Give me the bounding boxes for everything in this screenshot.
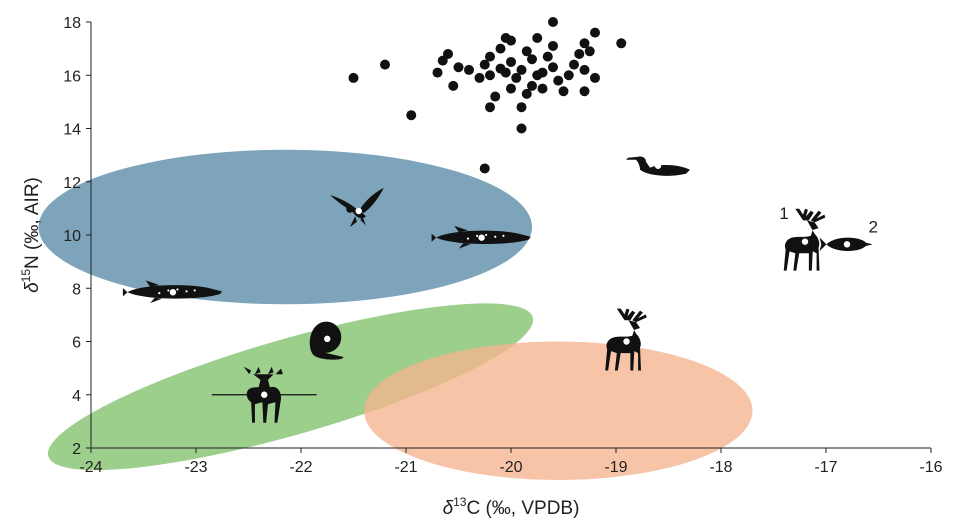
x-tick-label: -20 (499, 459, 522, 476)
x-tick-label: -16 (919, 459, 942, 476)
y-axis-title: δ15N (‰, AIR) (19, 177, 43, 293)
data-point (485, 70, 495, 81)
data-point (616, 38, 627, 49)
data-point (453, 62, 464, 73)
annotation-label-2: 2 (869, 217, 878, 236)
data-point (574, 48, 585, 59)
data-point (516, 102, 527, 113)
data-point (443, 48, 453, 59)
taxon-mean-marker (478, 234, 485, 241)
data-point (579, 64, 590, 75)
annotation-label-1: 1 (779, 204, 788, 223)
y-axis-title-pre: δ (22, 282, 43, 293)
data-point (548, 62, 558, 73)
y-tick-label: 18 (63, 15, 81, 32)
y-tick-label: 10 (63, 228, 81, 245)
data-point (590, 72, 600, 83)
data-point (558, 86, 569, 97)
data-point (511, 72, 522, 83)
taxon-mean-marker (623, 338, 630, 345)
region-ellipse-0 (38, 149, 532, 305)
data-point (548, 17, 558, 27)
data-point (380, 59, 390, 70)
data-point (590, 27, 600, 38)
data-point (516, 123, 527, 134)
data-point (527, 80, 537, 91)
taxa-silhouettes (122, 156, 873, 423)
y-axis-title-post: N (‰, AIR) (22, 177, 43, 269)
data-point (579, 38, 590, 49)
taxon-mean-marker (169, 289, 177, 296)
data-point (474, 72, 485, 83)
data-point (432, 67, 443, 78)
taxon-mean-marker (843, 241, 851, 248)
data-point (584, 46, 595, 57)
y-tick-label: 2 (72, 441, 81, 458)
x-axis-title: δ13C (‰, VPDB) (443, 495, 580, 519)
x-tick-label: -19 (604, 459, 627, 476)
y-tick-label: 4 (72, 388, 81, 405)
data-point (479, 163, 490, 174)
data-point (563, 70, 574, 81)
taxon-mean-marker (261, 391, 268, 398)
data-point (537, 67, 548, 78)
axes: -24 -23 -22 -21 -20 -19 -18 -17 -162468101214161… (63, 15, 942, 476)
x-tick-label: -24 (79, 459, 102, 476)
data-point (506, 56, 516, 67)
data-point (542, 51, 553, 62)
data-point (348, 72, 359, 83)
x-tick-label: -17 (814, 459, 837, 476)
data-point (495, 43, 506, 54)
annotations: 12 (779, 204, 878, 236)
data-point (406, 110, 417, 121)
data-point (485, 102, 495, 113)
region-ellipse-1 (47, 303, 534, 471)
x-axis-title-sup: 13 (453, 495, 467, 509)
data-point (500, 67, 511, 78)
data-point (553, 75, 564, 86)
taxon-mean-marker (801, 238, 809, 245)
data-point (516, 64, 527, 75)
data-points (348, 17, 627, 174)
data-point (506, 35, 516, 46)
x-tick-label: -23 (184, 459, 207, 476)
x-tick-label: -21 (394, 459, 417, 476)
data-point (527, 54, 537, 65)
taxon-mean-marker (324, 335, 331, 343)
y-tick-label: 14 (63, 122, 81, 139)
data-point (521, 88, 532, 99)
y-tick-label: 16 (63, 68, 81, 85)
data-point (490, 91, 501, 102)
data-point (532, 32, 543, 43)
x-tick-label: -18 (709, 459, 732, 476)
x-axis-title-pre: δ (443, 498, 454, 519)
data-point (537, 83, 548, 94)
data-point (548, 40, 558, 51)
y-tick-label: 6 (72, 335, 81, 352)
y-tick-label: 8 (72, 281, 81, 298)
y-tick-label: 12 (63, 175, 81, 192)
data-point (448, 80, 459, 91)
data-point (464, 64, 474, 75)
x-tick-label: -22 (289, 459, 312, 476)
region-ellipse-2 (364, 341, 753, 480)
data-point (579, 86, 590, 97)
data-point (569, 59, 579, 70)
taxon-mean-marker (654, 162, 662, 169)
y-axis-title-sup: 15 (19, 269, 33, 283)
x-axis-title-post: C (‰, VPDB) (466, 498, 579, 519)
data-point (521, 46, 532, 57)
data-point (479, 59, 490, 70)
region-ellipses (38, 149, 753, 480)
data-point (506, 83, 516, 94)
taxon-mean-marker (355, 207, 362, 215)
data-point (485, 51, 495, 62)
